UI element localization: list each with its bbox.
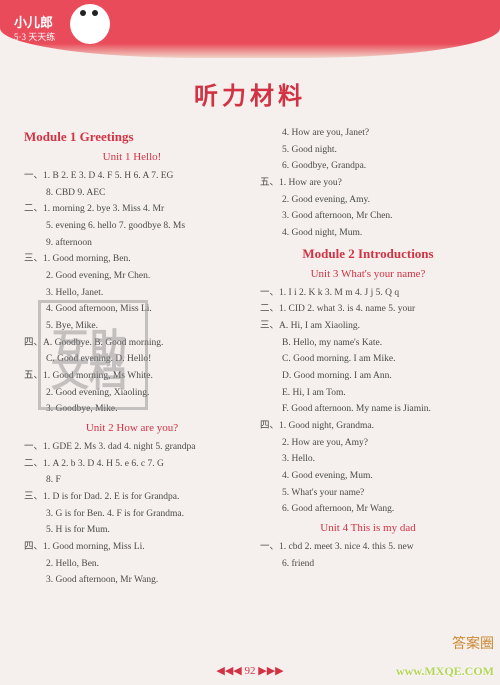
content-line: 6. friend: [260, 557, 476, 573]
unit2-lines: 一、1. GDE 2. Ms 3. dad 4. night 5. grandp…: [24, 440, 240, 589]
content-line: 2. Good evening, Xiaoling.: [24, 386, 240, 402]
unit1-lines: 一、1. B 2. E 3. D 4. F 5. H 6. A 7. EG8. …: [24, 169, 240, 418]
page-number: 92: [216, 664, 283, 677]
content-line: 4. Good evening, Mum.: [260, 469, 476, 485]
content-line: 6. Goodbye, Grandpa.: [260, 159, 476, 175]
unit4-lines: 一、1. cbd 2. meet 3. nice 4. this 5. new6…: [260, 540, 476, 572]
content-line: 3. Goodbye, Mike.: [24, 402, 240, 418]
content-line: B. Hello, my name's Kate.: [260, 336, 476, 352]
content-line: 5. Good night.: [260, 143, 476, 159]
header: 小儿郎 5·3 天天练: [0, 0, 500, 58]
unit3-lines: 一、1. I i 2. K k 3. M m 4. J j 5. Q q二、1.…: [260, 286, 476, 518]
content-line: 四、1. Good night, Grandma.: [260, 419, 476, 435]
content-line: 二、1. CID 2. what 3. is 4. name 5. your: [260, 302, 476, 318]
content-line: 4. How are you, Janet?: [260, 126, 476, 142]
brand-name: 小儿郎: [14, 15, 55, 31]
content-line: 5. H is for Mum.: [24, 523, 240, 539]
content-line: 四、1. Good morning, Miss Li.: [24, 540, 240, 556]
content-line: 4. Good night, Mum.: [260, 226, 476, 242]
content-line: D. Good morning. I am Ann.: [260, 369, 476, 385]
content-line: 一、1. GDE 2. Ms 3. dad 4. night 5. grandp…: [24, 440, 240, 456]
content-line: 四、A. Goodbye. B. Good morning.: [24, 336, 240, 352]
content-columns: Module 1 Greetings Unit 1 Hello! 一、1. B …: [0, 125, 500, 590]
module1-title: Module 1 Greetings: [24, 129, 240, 145]
content-line: 三、1. D is for Dad. 2. E is for Grandpa.: [24, 490, 240, 506]
content-line: 2. Hello, Ben.: [24, 557, 240, 573]
content-line: 三、1. Good morning, Ben.: [24, 252, 240, 268]
content-line: 二、1. A 2. b 3. D 4. H 5. e 6. c 7. G: [24, 457, 240, 473]
cartoon-face-icon: [70, 4, 110, 44]
content-line: 2. Good evening, Amy.: [260, 193, 476, 209]
brand-area: 小儿郎 5·3 天天练: [14, 15, 55, 44]
content-line: 一、1. I i 2. K k 3. M m 4. J j 5. Q q: [260, 286, 476, 302]
content-line: 3. Good afternoon, Mr Wang.: [24, 573, 240, 589]
unit3-title: Unit 3 What's your name?: [260, 268, 476, 280]
content-line: 9. afternoon: [24, 236, 240, 252]
content-line: F. Good afternoon. My name is Jiamin.: [260, 402, 476, 418]
module2-title: Module 2 Introductions: [260, 246, 476, 262]
right-column: 4. How are you, Janet?5. Good night.6. G…: [250, 125, 476, 590]
unit2-cont-lines: 4. How are you, Janet?5. Good night.6. G…: [260, 126, 476, 242]
unit1-title: Unit 1 Hello!: [24, 151, 240, 163]
content-line: 6. Good afternoon, Mr Wang.: [260, 502, 476, 518]
content-line: 5. evening 6. hello 7. goodbye 8. Ms: [24, 219, 240, 235]
watermark-answer: 答案圈: [452, 633, 494, 653]
content-line: 5. Bye, Mike.: [24, 319, 240, 335]
content-line: 2. Good evening, Mr Chen.: [24, 269, 240, 285]
content-line: 3. Good afternoon, Mr Chen.: [260, 209, 476, 225]
content-line: C. Good morning. I am Mike.: [260, 352, 476, 368]
unit4-title: Unit 4 This is my dad: [260, 522, 476, 534]
content-line: 3. Hello.: [260, 452, 476, 468]
content-line: 8. F: [24, 473, 240, 489]
content-line: 一、1. B 2. E 3. D 4. F 5. H 6. A 7. EG: [24, 169, 240, 185]
content-line: 五、1. How are you?: [260, 176, 476, 192]
content-line: 3. G is for Ben. 4. F is for Grandma.: [24, 507, 240, 523]
content-line: 五、1. Good morning, Ms White.: [24, 369, 240, 385]
page-title: 听力材料: [0, 76, 500, 111]
unit2-title: Unit 2 How are you?: [24, 422, 240, 434]
content-line: 3. Hello, Janet.: [24, 286, 240, 302]
content-line: 三、A. Hi, I am Xiaoling.: [260, 319, 476, 335]
watermark-url: www.MXQE.COM: [396, 664, 494, 679]
content-line: 2. How are you, Amy?: [260, 436, 476, 452]
content-line: 8. CBD 9. AEC: [24, 186, 240, 202]
left-column: Module 1 Greetings Unit 1 Hello! 一、1. B …: [24, 125, 250, 590]
content-line: E. Hi, I am Tom.: [260, 386, 476, 402]
content-line: 5. What's your name?: [260, 486, 476, 502]
content-line: 一、1. cbd 2. meet 3. nice 4. this 5. new: [260, 540, 476, 556]
content-line: 4. Good afternoon, Miss Li.: [24, 302, 240, 318]
content-line: C. Good evening. D. Hello!: [24, 352, 240, 368]
content-line: 二、1. morning 2. bye 3. Miss 4. Mr: [24, 202, 240, 218]
brand-sub: 5·3 天天练: [14, 30, 55, 43]
